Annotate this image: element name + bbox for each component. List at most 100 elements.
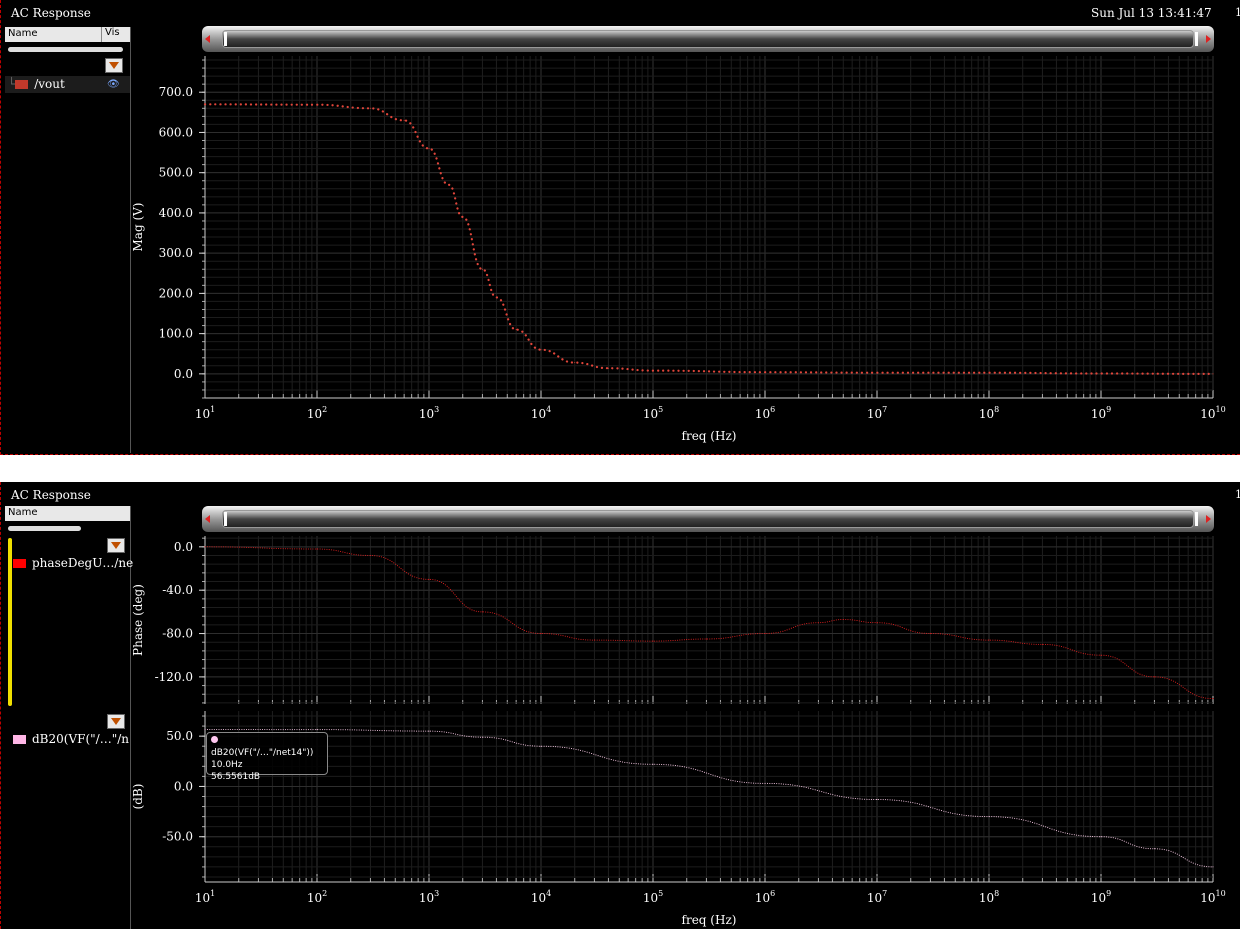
y-axis-label: Phase (deg) — [131, 584, 145, 656]
x-tick-label: 107 — [867, 889, 887, 905]
data-point — [652, 370, 654, 372]
data-point — [1212, 373, 1214, 375]
data-point — [1212, 866, 1214, 868]
x-scrollbar-top[interactable] — [202, 26, 1214, 52]
y-tick-label: 600.0 — [159, 125, 193, 139]
legend-scrollbar[interactable] — [8, 47, 123, 52]
x-tick-label: 102 — [307, 889, 327, 905]
vout-swatch — [15, 80, 29, 89]
data-point — [764, 782, 766, 784]
eye-icon[interactable]: 👁 — [107, 79, 120, 90]
legend-col-name: Name — [8, 507, 38, 518]
data-point — [988, 816, 990, 818]
x-tick-label: 108 — [979, 405, 999, 421]
scroll-handle-right[interactable] — [1195, 32, 1198, 46]
scroll-left-icon[interactable] — [205, 515, 210, 523]
data-point — [448, 184, 450, 186]
scroll-right-icon[interactable] — [1206, 35, 1211, 43]
x-axis-label: freq (Hz) — [682, 913, 737, 927]
phase-db-chart[interactable]: 0.0 -40.0 -80.0 -120.0 Phase (deg) 50.0 0.0 -50… — [1, 482, 1239, 929]
y-tick-label: 0.0 — [174, 367, 193, 381]
legend-item-phase[interactable]: phaseDegU…/ne — [13, 556, 133, 570]
y-tick-label: 50.0 — [166, 729, 193, 743]
tooltip-title: dB20(VF("/…"/net14")) — [211, 748, 314, 758]
series-line — [204, 546, 1214, 700]
data-point — [428, 578, 430, 580]
data-point — [1041, 643, 1043, 645]
window-title: AC Response — [11, 6, 91, 20]
scroll-thumb[interactable] — [222, 510, 1194, 528]
data-point — [316, 548, 318, 550]
x-tick-label: 106 — [755, 405, 775, 421]
x-tick-label: 102 — [307, 405, 327, 421]
data-point — [495, 296, 497, 298]
data-point — [817, 622, 819, 624]
scroll-thumb[interactable] — [222, 30, 1194, 48]
phase-plot: 0.0 -40.0 -80.0 -120.0 Phase (deg) — [131, 536, 1214, 704]
data-point — [204, 103, 206, 105]
y-tick-label: 0.0 — [174, 779, 193, 793]
tooltip-x: 10.0Hz — [211, 760, 243, 770]
y-tick-label: 700.0 — [159, 85, 193, 99]
data-point — [481, 736, 483, 738]
x-tick-label: 105 — [643, 405, 663, 421]
scroll-right-icon[interactable] — [1206, 515, 1211, 523]
x-tick-label: 103 — [419, 405, 439, 421]
data-point — [876, 622, 878, 624]
data-point — [876, 799, 878, 801]
legend-panel-bottom: Name phaseDegU…/ne dB20(VF("/…"/n — [5, 506, 133, 929]
data-point — [1100, 836, 1102, 838]
corner-label-bottom: 1 — [1235, 488, 1240, 501]
filter-icon[interactable] — [107, 538, 125, 553]
data-point — [1100, 372, 1102, 374]
data-point — [481, 268, 483, 270]
x-tick-label: 1010 — [1200, 405, 1225, 421]
legend-item-db20[interactable]: dB20(VF("/…"/n — [13, 732, 129, 746]
data-point — [1100, 654, 1102, 656]
legend-item-label: /vout — [34, 77, 65, 91]
x-axis-label: freq (Hz) — [682, 429, 737, 443]
filter-icon[interactable] — [105, 58, 123, 73]
data-point — [574, 362, 576, 364]
y-tick-label: -40.0 — [162, 583, 193, 597]
y-tick-label: 500.0 — [159, 166, 193, 180]
data-point — [1153, 676, 1155, 678]
corner-label: 1 — [1235, 6, 1240, 19]
x-tick-label: 101 — [195, 405, 215, 421]
data-point — [204, 546, 206, 548]
scroll-handle-left[interactable] — [224, 32, 227, 46]
legend-header-bottom: Name — [5, 506, 130, 521]
marker-tooltip: dB20(VF("/…"/net14")) 10.0Hz 56.5561dB — [206, 732, 328, 782]
data-point — [481, 611, 483, 613]
legend-item-vout[interactable]: └/vout 👁 — [5, 76, 130, 93]
data-point — [607, 367, 609, 369]
x-scrollbar-bottom[interactable] — [202, 506, 1214, 532]
data-point — [316, 729, 318, 731]
filter-icon[interactable] — [107, 714, 125, 729]
data-point — [540, 745, 542, 747]
data-point — [540, 633, 542, 635]
y-tick-label: 0.0 — [174, 540, 193, 554]
data-point — [652, 763, 654, 765]
x-tick-label: 107 — [867, 405, 887, 421]
x-tick-label: 103 — [419, 889, 439, 905]
data-point — [705, 638, 707, 640]
data-point — [462, 216, 464, 218]
data-point — [764, 633, 766, 635]
scroll-handle-right[interactable] — [1195, 512, 1198, 526]
legend-scrollbar-bottom[interactable] — [8, 526, 81, 531]
tooltip-y: 56.5561dB — [211, 772, 261, 782]
magnitude-chart[interactable]: 700.0 600.0 500.0 400.0 300.0 200.0 100.0 0.0 Ma… — [1, 0, 1239, 454]
scroll-handle-left[interactable] — [224, 512, 227, 526]
data-point — [876, 372, 878, 374]
x-tick-label: 104 — [531, 405, 551, 421]
legend-col-name: Name — [8, 28, 38, 39]
data-point — [204, 729, 206, 731]
y-tick-label: -120.0 — [155, 670, 193, 684]
data-point — [540, 349, 542, 351]
top-pane: AC Response Sun Jul 13 13:41:47 1 Name V… — [0, 0, 1240, 455]
bottom-pane: AC Response 1 Name phaseDegU…/ne dB20(VF… — [0, 482, 1240, 929]
legend-item-label: dB20(VF("/…"/n — [32, 732, 129, 746]
x-tick-label: 104 — [531, 889, 551, 905]
scroll-left-icon[interactable] — [205, 35, 210, 43]
